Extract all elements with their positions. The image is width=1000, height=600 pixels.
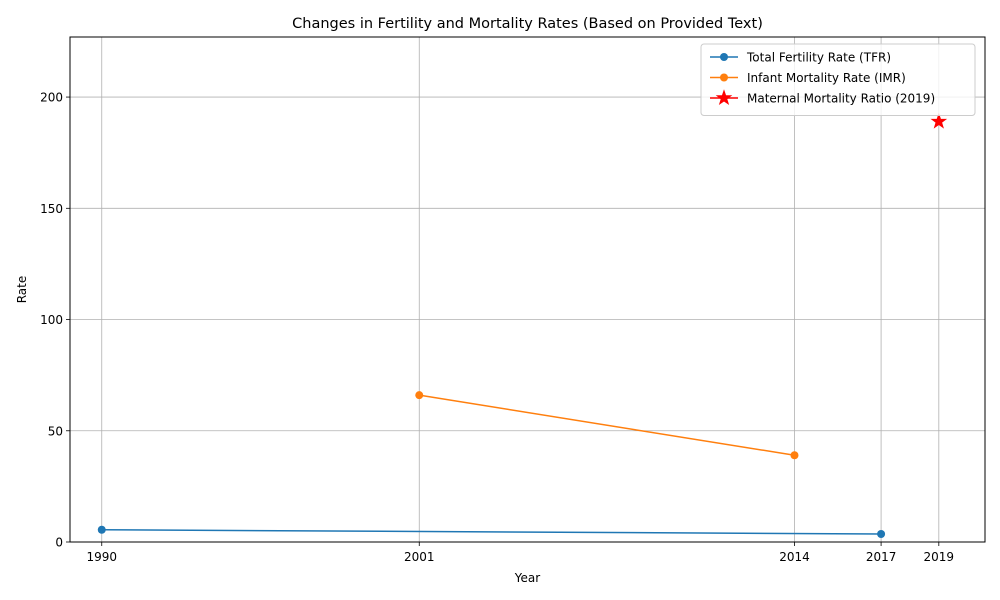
legend-marker (715, 89, 733, 106)
y-tick-label: 0 (55, 536, 63, 550)
y-tick-label: 200 (40, 91, 63, 105)
legend-marker (720, 73, 728, 82)
legend-marker (720, 53, 728, 61)
x-tick-label: 2014 (779, 550, 810, 564)
data-point (930, 112, 948, 129)
data-point (415, 391, 424, 400)
y-tick-label: 50 (48, 424, 63, 438)
plot-frame (69, 36, 986, 543)
legend-box (700, 43, 976, 116)
series-line (101, 529, 882, 535)
data-point (790, 451, 799, 460)
data-point (877, 529, 886, 538)
y-tick-label: 100 (40, 313, 63, 327)
x-tick-label: 2017 (866, 550, 897, 564)
x-tick-label: 1990 (86, 550, 117, 564)
series-line (419, 394, 795, 456)
x-tick-label: 2019 (924, 550, 955, 564)
chart-title: Changes in Fertility and Mortality Rates… (292, 16, 763, 32)
legend-entry: Total Fertility Rate (TFR) (746, 51, 891, 65)
data-point (97, 525, 106, 534)
legend-entry: Maternal Mortality Ratio (2019) (747, 92, 935, 106)
legend: Total Fertility Rate (TFR) Infant Mortali… (700, 43, 976, 116)
x-tick-label: 2001 (404, 550, 435, 564)
y-tick-label: 150 (40, 202, 63, 216)
y-axis-label: Rate (15, 276, 29, 304)
legend-entry: Infant Mortality Rate (IMR) (747, 71, 906, 85)
axis-ticks: 1990 2001 2014 2017 2019 0 50 100 150 200 (40, 91, 954, 564)
x-axis-label: Year (514, 571, 540, 585)
plot-series (97, 112, 948, 538)
